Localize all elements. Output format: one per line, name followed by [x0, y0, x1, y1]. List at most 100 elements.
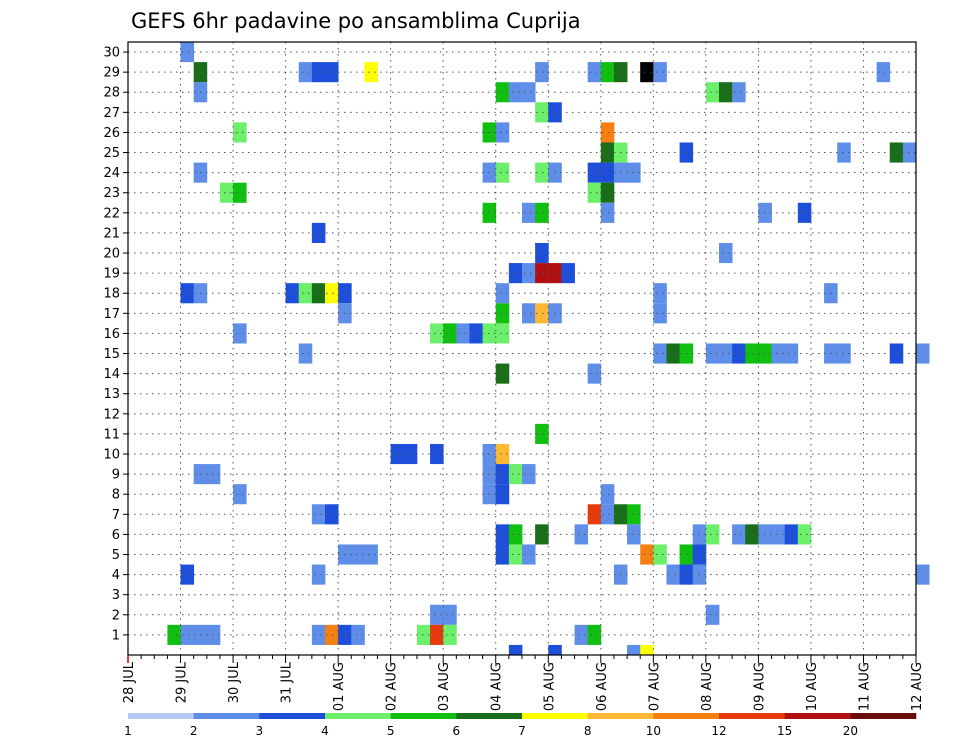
- data-cell: [311, 222, 326, 243]
- data-cell: [653, 62, 667, 83]
- x-axis-ticks: 28 JUL 29 JUL 30 JUL 31 JUL 01 AUG 02 AUG 03 A…: [122, 655, 925, 711]
- y-tick-label: 27: [103, 106, 120, 121]
- y-tick-label: 6: [112, 528, 120, 543]
- y-tick-label: 3: [112, 588, 120, 603]
- data-cell: [495, 484, 510, 505]
- data-cell: [535, 62, 549, 83]
- data-cell: [390, 443, 405, 465]
- colorbar-label: 3: [256, 724, 264, 738]
- data-cell: [233, 484, 247, 505]
- data-cell: [522, 544, 536, 565]
- y-tick-label: 10: [103, 448, 120, 463]
- data-cell: [430, 604, 444, 625]
- data-cell: [837, 142, 851, 163]
- data-cell: [705, 343, 720, 364]
- data-cell: [233, 182, 247, 203]
- colorbar-segment: [784, 713, 851, 719]
- data-cell: [325, 624, 339, 645]
- data-cell: [600, 484, 615, 505]
- data-cell: [495, 303, 510, 324]
- data-cell: [653, 343, 667, 364]
- data-cell: [771, 524, 786, 545]
- data-cell: [298, 343, 313, 364]
- data-cell: [640, 62, 654, 83]
- y-tick-label: 26: [103, 126, 120, 141]
- data-cell: [522, 464, 536, 485]
- data-cell: [325, 62, 339, 83]
- data-cell: [719, 82, 733, 103]
- data-cell: [587, 624, 602, 645]
- x-tick-label: 29 JUL: [175, 661, 190, 703]
- data-cell: [443, 624, 457, 645]
- data-cell: [180, 42, 195, 63]
- data-cell: [732, 343, 746, 364]
- data-cell: [298, 62, 313, 83]
- data-cell: [508, 644, 523, 655]
- colorbar-label: 10: [646, 724, 661, 738]
- data-cell: [587, 504, 602, 525]
- colorbar-label: 7: [518, 724, 526, 738]
- colorbar-segment: [193, 713, 260, 719]
- x-tick-label: 05 AUG: [542, 662, 557, 711]
- data-cell: [456, 323, 470, 344]
- data-cell: [351, 624, 365, 645]
- y-tick-label: 28: [103, 86, 120, 101]
- y-tick-label: 2: [112, 608, 120, 623]
- data-cell: [311, 62, 326, 83]
- x-tick-label: 02 AUG: [385, 662, 400, 711]
- data-cell: [587, 363, 602, 384]
- x-tick-label: 10 AUG: [805, 662, 820, 711]
- data-cell: [627, 504, 641, 525]
- colorbar-label: 20: [843, 724, 858, 738]
- data-cell: [600, 122, 615, 143]
- data-cell: [351, 544, 365, 565]
- data-cell: [416, 624, 431, 645]
- colorbar-label: 12: [711, 724, 726, 738]
- colorbar: 1 2 3 4 5 6 7 8 10 12 15 20: [124, 713, 917, 738]
- y-tick-label: 19: [103, 267, 120, 282]
- x-tick-label: 01 AUG: [332, 662, 347, 711]
- y-tick-label: 14: [103, 367, 120, 382]
- data-cell: [364, 62, 378, 83]
- data-cell: [311, 624, 326, 645]
- chart-title: GEFS 6hr padavine po ansamblima Cuprija: [131, 9, 581, 33]
- colorbar-segment: [390, 713, 457, 719]
- y-tick-label: 30: [103, 46, 120, 61]
- y-axis-ticks: 1234567891011121314151617181920212223242…: [103, 46, 128, 643]
- x-tick-label: 28 JUL: [122, 661, 137, 703]
- plot-frame: [127, 41, 917, 656]
- data-cell: [495, 283, 510, 304]
- colorbar-segment: [456, 713, 523, 719]
- x-tick-label: 08 AUG: [700, 662, 715, 711]
- colorbar-segment: [719, 713, 785, 719]
- data-cell: [705, 604, 720, 625]
- data-cell: [495, 443, 510, 465]
- data-cell: [600, 202, 615, 223]
- data-cell: [666, 564, 680, 585]
- y-tick-label: 17: [103, 307, 120, 322]
- colorbar-segment: [850, 713, 917, 719]
- data-cell: [508, 464, 523, 485]
- data-cell: [325, 504, 339, 525]
- y-tick-label: 22: [103, 206, 120, 221]
- data-cell: [219, 182, 234, 203]
- data-cell: [233, 323, 247, 344]
- data-cell: [495, 122, 510, 143]
- data-cell: [784, 524, 799, 545]
- x-tick-label: 04 AUG: [490, 662, 505, 711]
- y-tick-label: 11: [103, 427, 120, 442]
- data-cell: [587, 162, 602, 183]
- data-cell: [311, 564, 326, 585]
- data-cell: [732, 82, 746, 103]
- data-cell: [719, 343, 733, 364]
- x-tick-label: 07 AUG: [647, 662, 662, 711]
- colorbar-label: 1: [124, 724, 132, 738]
- colorbar-label: 5: [387, 724, 395, 738]
- data-cell: [443, 604, 457, 625]
- data-cell: [916, 564, 930, 585]
- data-cell: [311, 504, 326, 525]
- data-cell: [430, 443, 444, 465]
- data-cell: [574, 524, 589, 545]
- colorbar-label: 8: [584, 724, 592, 738]
